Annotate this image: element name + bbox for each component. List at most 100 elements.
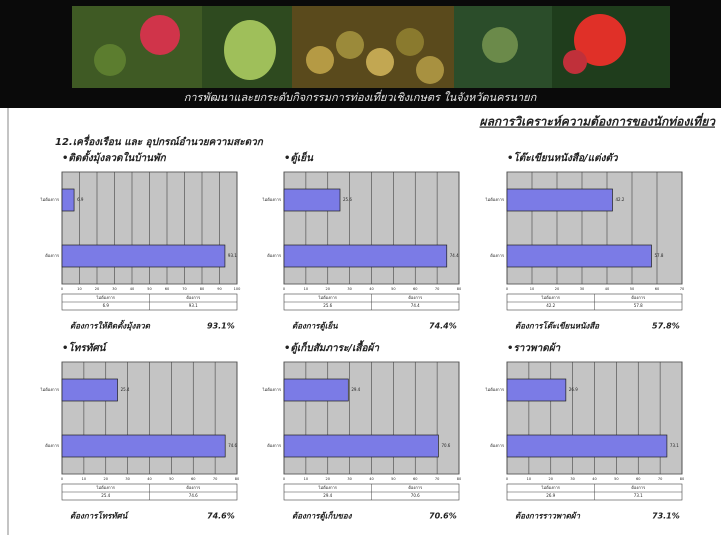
x-tick-label: 90 xyxy=(217,287,221,291)
chart-title: •ตู้เก็บสัมภาระ/เสื้อผ้า xyxy=(284,340,380,354)
x-tick-label: 80 xyxy=(235,477,239,481)
data-label: 25.4 xyxy=(121,387,130,392)
data-label: 6.9 xyxy=(77,197,84,202)
table-value: 25.6 xyxy=(323,303,332,308)
bar xyxy=(506,188,613,212)
bar xyxy=(506,434,668,458)
x-tick-label: 50 xyxy=(614,477,618,481)
x-tick-label: 60 xyxy=(413,287,417,291)
y-tick-label: ไม่ต้องการ xyxy=(40,387,60,392)
summary: ต้องการตู้เก็บของ xyxy=(292,511,353,522)
x-tick-label: 80 xyxy=(200,287,204,291)
x-tick-label: 30 xyxy=(580,287,584,291)
table-header: ไม่ต้องการ xyxy=(318,485,338,490)
x-tick-label: 0 xyxy=(283,287,285,291)
x-tick-label: 0 xyxy=(506,287,508,291)
x-tick-label: 20 xyxy=(326,287,330,291)
x-tick-label: 60 xyxy=(655,287,659,291)
y-tick-label: ต้องการ xyxy=(45,443,60,448)
table-value: 6.9 xyxy=(103,303,110,308)
x-tick-label: 20 xyxy=(95,287,99,291)
x-tick-label: 20 xyxy=(555,287,559,291)
bar xyxy=(61,244,226,268)
x-tick-label: 30 xyxy=(112,287,116,291)
y-tick-label: ต้องการ xyxy=(490,253,505,258)
banner-photos xyxy=(72,6,670,88)
x-tick-label: 50 xyxy=(630,287,634,291)
x-tick-label: 10 xyxy=(530,287,534,291)
table-header: ต้องการ xyxy=(408,295,423,300)
y-tick-label: ไม่ต้องการ xyxy=(262,387,282,392)
x-tick-label: 80 xyxy=(680,477,684,481)
x-tick-label: 40 xyxy=(605,287,609,291)
table-header: ไม่ต้องการ xyxy=(541,295,561,300)
section-title: 12.เครื่องเรือน และ อุปกรณ์อำนวยความสะดว… xyxy=(55,134,264,148)
x-tick-label: 70 xyxy=(435,477,439,481)
bar xyxy=(506,244,652,268)
data-label: 29.4 xyxy=(351,387,360,392)
bar xyxy=(61,434,226,458)
x-tick-label: 10 xyxy=(77,287,81,291)
data-label: 57.8 xyxy=(655,253,664,258)
table-header: ไม่ต้องการ xyxy=(96,295,116,300)
summary: ต้องการโทรทัศน์ xyxy=(70,511,129,521)
x-tick-label: 80 xyxy=(457,477,461,481)
x-tick-label: 70 xyxy=(182,287,186,291)
table-header: ต้องการ xyxy=(631,295,646,300)
data-label: 93.1 xyxy=(228,253,237,258)
table-header: ไม่ต้องการ xyxy=(541,485,561,490)
summary-value: 57.8% xyxy=(652,322,680,331)
bar xyxy=(283,188,341,212)
data-label: 74.4 xyxy=(450,253,459,258)
x-tick-label: 40 xyxy=(592,477,596,481)
y-tick-label: ไม่ต้องการ xyxy=(485,197,505,202)
x-tick-label: 20 xyxy=(326,477,330,481)
x-tick-label: 60 xyxy=(413,477,417,481)
table-value: 74.4 xyxy=(411,303,420,308)
x-tick-label: 50 xyxy=(391,287,395,291)
bar xyxy=(61,378,118,402)
table-value: 74.6 xyxy=(189,493,198,498)
summary: ต้องการราวพาดผ้า xyxy=(515,512,580,521)
data-label: 74.6 xyxy=(228,443,237,448)
chart-title: •ราวพาดผ้า xyxy=(507,342,562,354)
summary: ต้องการโต๊ะเขียนหนังสือ xyxy=(515,321,600,331)
x-tick-label: 60 xyxy=(191,477,195,481)
y-tick-label: ต้องการ xyxy=(490,443,505,448)
table-value: 73.1 xyxy=(634,493,643,498)
x-tick-label: 10 xyxy=(82,477,86,481)
table-value: 25.4 xyxy=(101,493,110,498)
x-tick-label: 20 xyxy=(104,477,108,481)
x-tick-label: 60 xyxy=(165,287,169,291)
y-tick-label: ไม่ต้องการ xyxy=(485,387,505,392)
bar xyxy=(283,434,439,458)
y-tick-label: ไม่ต้องการ xyxy=(40,197,60,202)
x-tick-label: 100 xyxy=(234,287,241,291)
x-tick-label: 50 xyxy=(169,477,173,481)
bar xyxy=(283,378,349,402)
chart-title: •ตู้เย็น xyxy=(284,151,314,164)
data-label: 42.2 xyxy=(616,197,625,202)
table-header: ต้องการ xyxy=(186,485,201,490)
data-label: 25.6 xyxy=(343,197,352,202)
x-tick-label: 40 xyxy=(369,477,373,481)
summary: ต้องการตู้เย็น xyxy=(292,321,338,332)
x-tick-label: 0 xyxy=(506,477,508,481)
summary-value: 93.1% xyxy=(207,322,235,331)
x-tick-label: 50 xyxy=(391,477,395,481)
summary-value: 73.1% xyxy=(652,512,680,521)
x-tick-label: 30 xyxy=(347,477,351,481)
bar xyxy=(506,378,567,402)
y-tick-label: ต้องการ xyxy=(267,443,282,448)
x-tick-label: 0 xyxy=(61,287,63,291)
table-value: 70.6 xyxy=(411,493,420,498)
x-tick-label: 0 xyxy=(61,477,63,481)
x-tick-label: 60 xyxy=(636,477,640,481)
x-tick-label: 40 xyxy=(147,477,151,481)
x-tick-label: 20 xyxy=(549,477,553,481)
table-header: ไม่ต้องการ xyxy=(96,485,116,490)
summary-value: 70.6% xyxy=(429,512,457,521)
y-tick-label: ต้องการ xyxy=(267,253,282,258)
x-tick-label: 10 xyxy=(304,477,308,481)
